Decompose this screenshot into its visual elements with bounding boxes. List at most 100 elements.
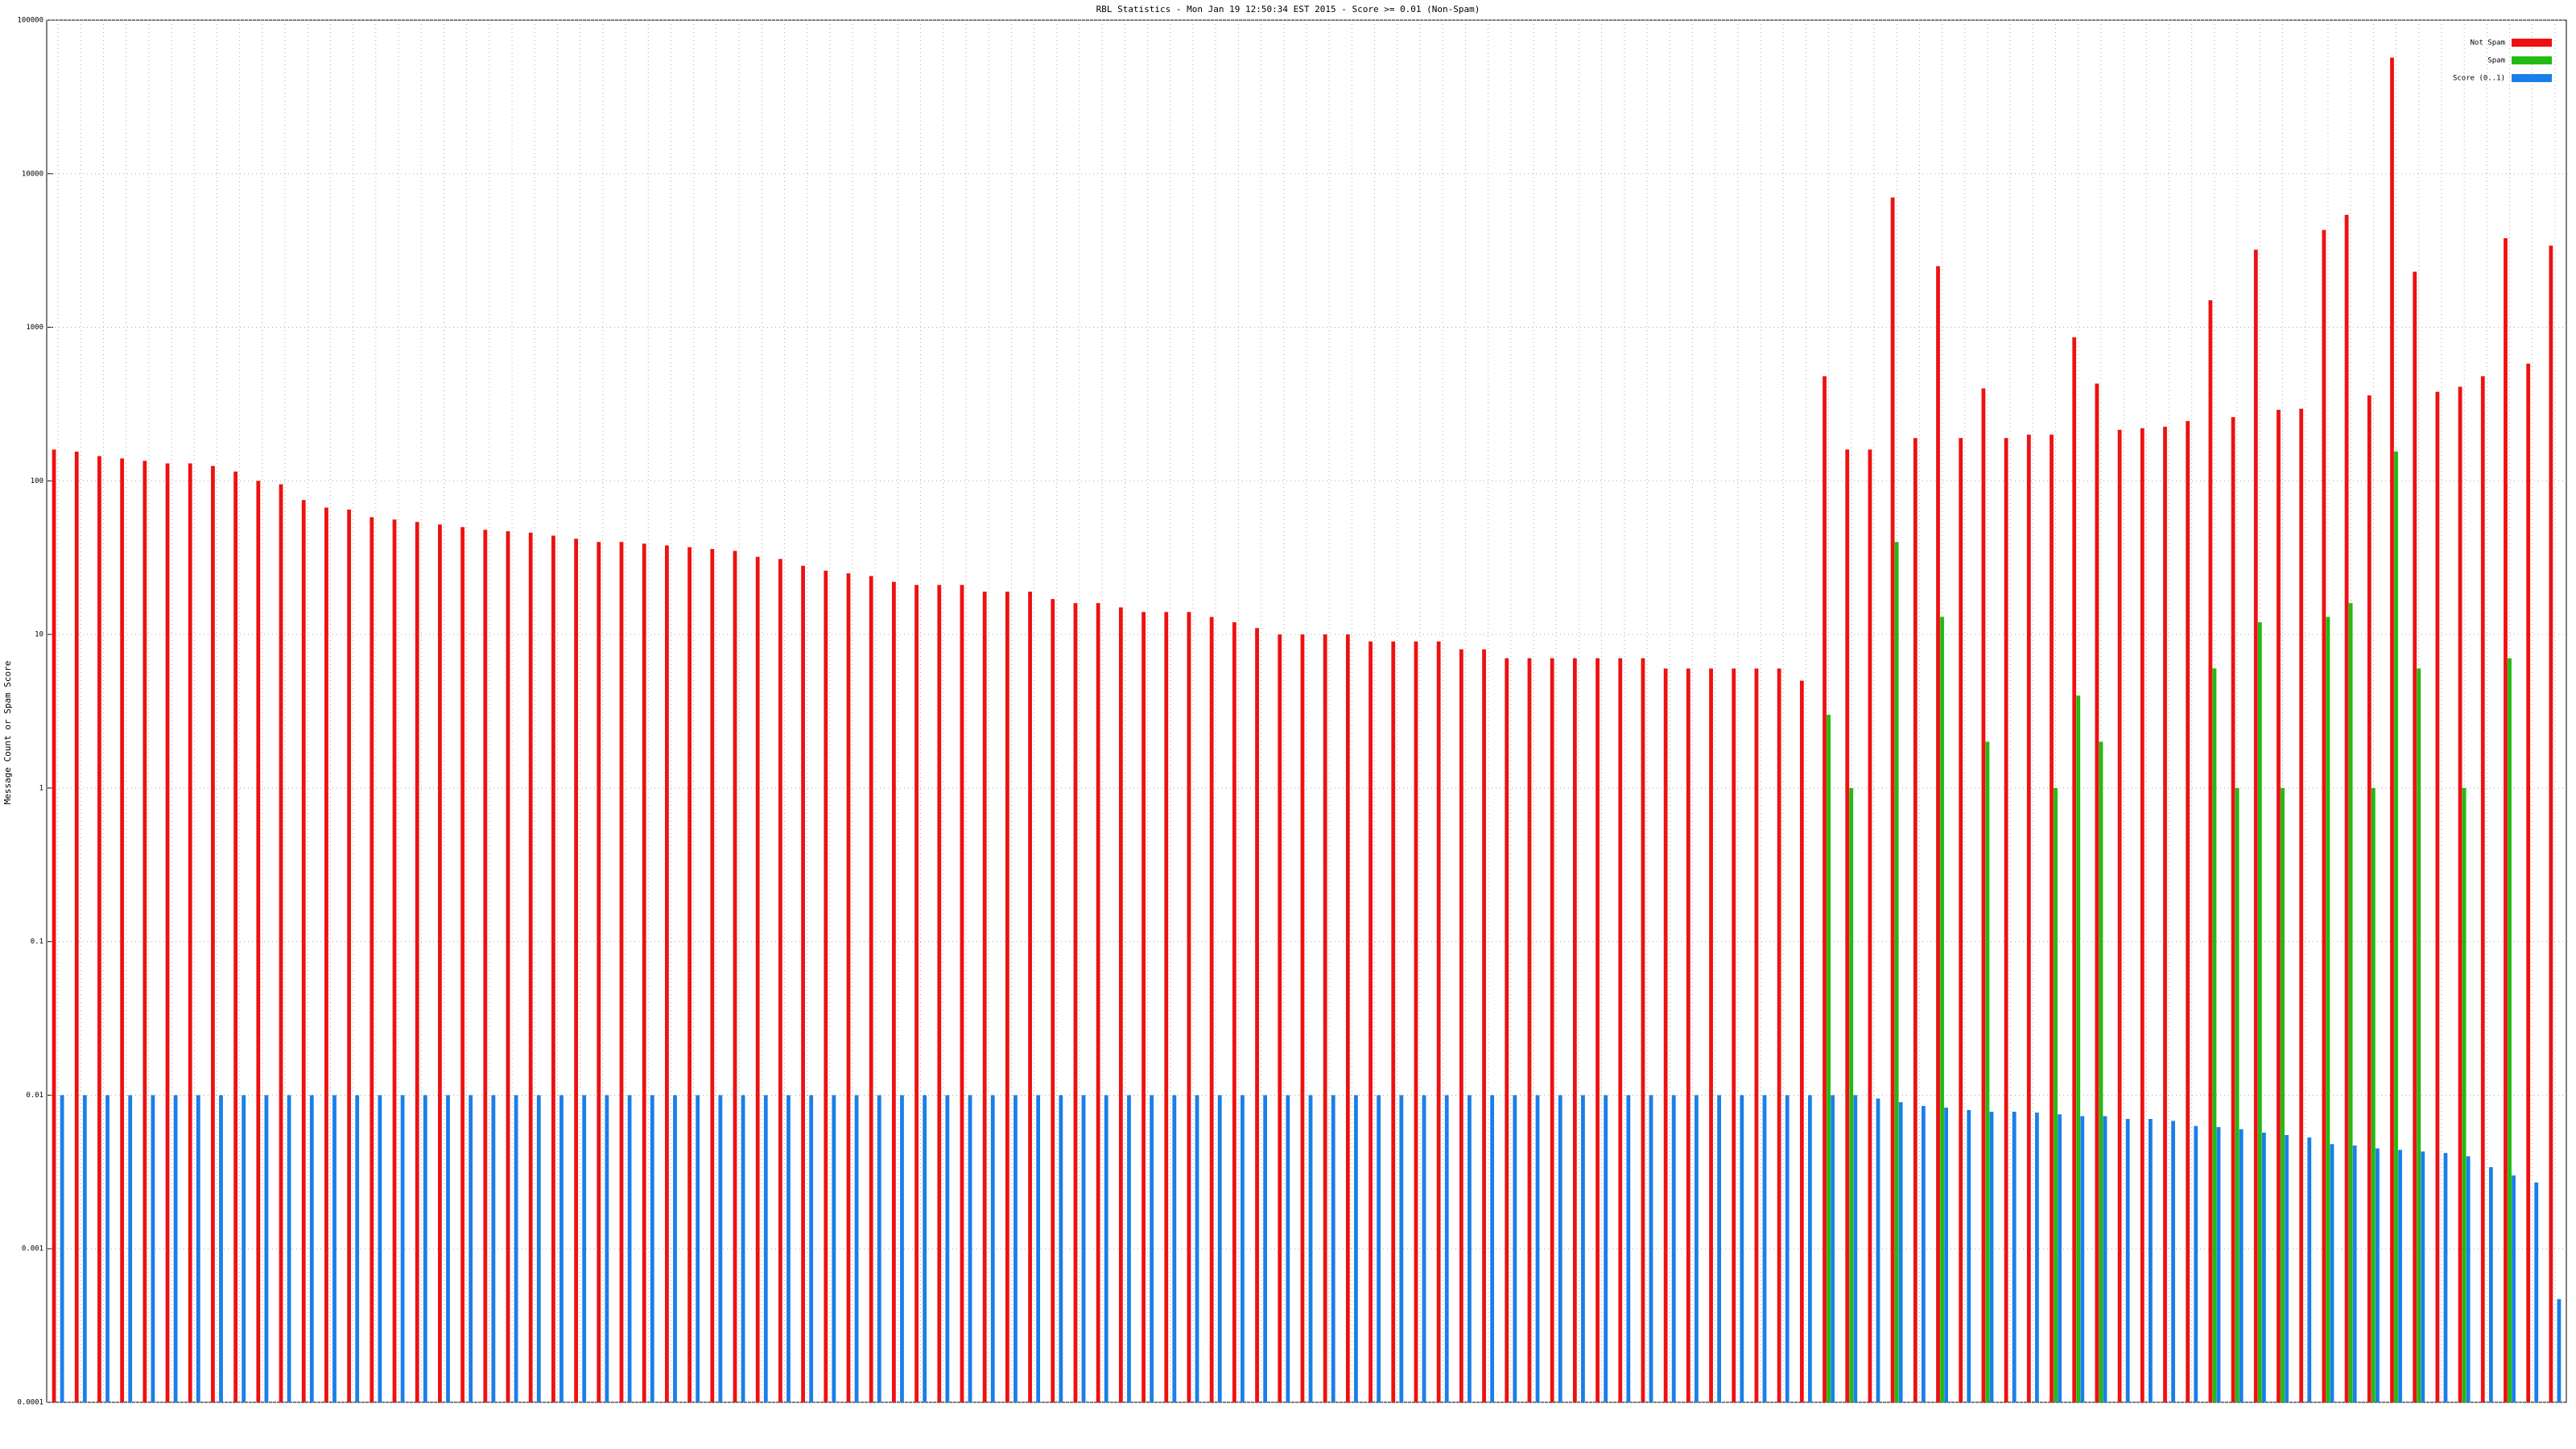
bar [1468,1095,1472,1402]
bar [469,1095,473,1402]
bar [165,463,170,1402]
bar [1936,266,1940,1402]
bar [923,1095,927,1402]
bar [1695,1095,1699,1402]
bar [2080,1116,2085,1402]
bar [1513,1095,1517,1402]
bar [1232,622,1236,1402]
bar [2352,1146,2357,1402]
bar [2148,1118,2153,1402]
bar [2413,271,2417,1403]
bar [597,542,601,1402]
bar [2421,1151,2425,1402]
bar [242,1095,246,1402]
bar [559,1095,564,1402]
bar [2125,1118,2130,1402]
bar [1754,668,1759,1402]
bar [1799,680,1804,1402]
bar [1368,641,1373,1402]
bar [2117,429,2122,1403]
bar [1172,1095,1177,1402]
bar [665,545,669,1403]
bar [2504,237,2508,1402]
bar [60,1095,64,1402]
bar [1876,1098,1880,1402]
bar [2253,250,2258,1402]
bar [1436,641,1441,1402]
bar [1785,1095,1790,1402]
bar [483,530,488,1402]
bar [877,1095,881,1402]
bar [105,1095,109,1402]
bar [1127,1095,1131,1402]
bar [1686,668,1690,1402]
bar [968,1095,972,1402]
y-tick-label: 1 [39,784,43,792]
bar [2443,1153,2448,1402]
bar [854,1095,859,1402]
bar [2054,787,2058,1402]
bar [900,1095,904,1402]
bar [1944,1107,1948,1402]
bar [2367,395,2372,1403]
bar [2375,1148,2380,1402]
bar [696,1095,700,1402]
y-tick-label: 10000 [22,170,43,178]
bar [2330,1144,2334,1402]
bar [1827,714,1831,1402]
bar [937,584,942,1402]
bar [1981,388,1986,1403]
bar [2026,434,2031,1402]
bar [1164,612,1169,1402]
bar [309,1095,314,1402]
bar [2140,428,2145,1402]
bar [2050,434,2054,1402]
bar [945,1095,950,1402]
bar [1263,1095,1268,1402]
bar [1985,741,1990,1402]
bar [2344,214,2349,1403]
bar [1345,634,1350,1402]
bar [142,460,147,1403]
legend-label: Score (0..1) [2453,75,2505,83]
bar [2076,696,2081,1402]
bar [869,576,873,1403]
bar [423,1095,427,1402]
bar [355,1095,360,1402]
bar [2186,421,2190,1402]
bar [1104,1095,1108,1402]
bar [536,1095,541,1402]
bar [605,1095,609,1402]
y-tick-label: 0.0001 [17,1399,43,1407]
bar [211,465,215,1403]
bar [2307,1137,2312,1402]
bar [1241,1095,1245,1402]
bar [1527,658,1532,1402]
bar [1921,1105,1926,1402]
bar [1005,591,1009,1402]
bar [574,539,579,1402]
bar [347,510,352,1402]
bar [438,524,442,1402]
bar [1717,1095,1721,1402]
bar [2239,1129,2244,1402]
bar [2466,1156,2471,1402]
legend-label: Spam [2487,57,2505,65]
bar [446,1095,450,1402]
bar [2235,787,2240,1402]
bar [1709,668,1713,1402]
bar [1845,449,1850,1402]
bar [1853,1095,1858,1402]
bar [619,542,624,1402]
chart-title: RBL Statistics - Mon Jan 19 12:50:34 EST… [1096,4,1480,14]
bar [1399,1095,1404,1402]
bar [1913,438,1918,1402]
bar [2371,787,2376,1402]
bar [219,1095,223,1402]
bar [1391,641,1396,1402]
bar [301,500,306,1402]
bar [2208,299,2213,1403]
bar [1096,603,1100,1402]
bar [650,1095,654,1402]
